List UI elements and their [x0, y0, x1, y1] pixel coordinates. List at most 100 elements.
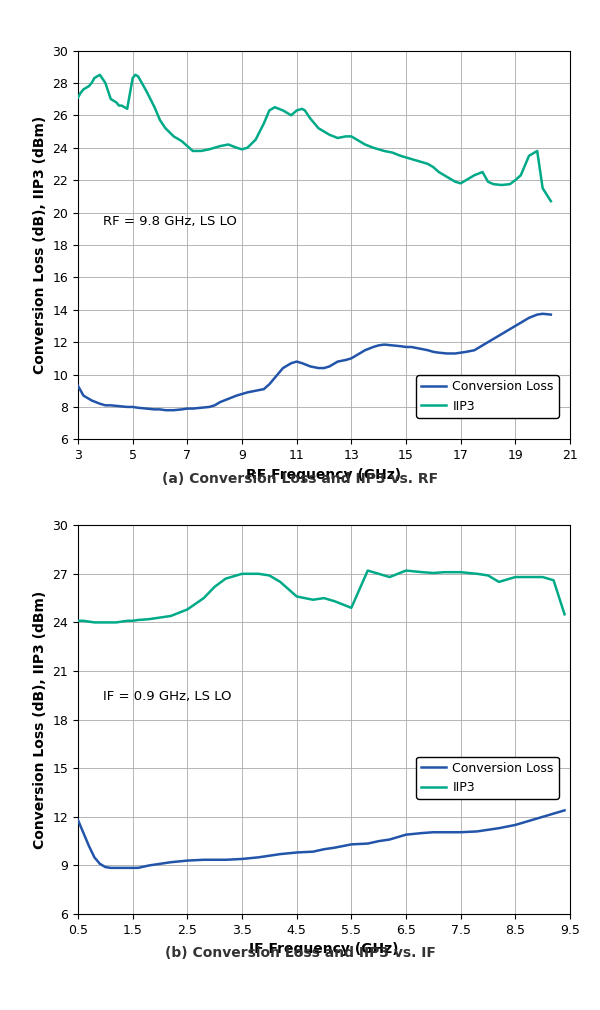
Conversion Loss: [403, 828, 410, 840]
Conversion Loss: [200, 853, 208, 866]
Conversion Loss: [293, 846, 300, 858]
IIP3: [375, 568, 382, 580]
Conversion Loss: [440, 826, 448, 838]
Conversion Loss: [484, 824, 491, 836]
Conversion Loss: [211, 853, 218, 866]
IIP3: [277, 576, 284, 588]
IIP3: [386, 571, 393, 583]
IIP3: [440, 567, 448, 579]
IIP3: [419, 567, 426, 579]
Conversion Loss: [113, 862, 120, 874]
Conversion Loss: [157, 857, 164, 870]
Conversion Loss: [134, 402, 142, 414]
Conversion Loss: [74, 380, 82, 392]
IIP3: [293, 591, 300, 603]
Conversion Loss: [528, 814, 535, 826]
Y-axis label: Conversion Loss (dB), IIP3 (dBm): Conversion Loss (dB), IIP3 (dBm): [33, 591, 47, 848]
IIP3: [403, 565, 410, 577]
Conversion Loss: [386, 833, 393, 845]
IIP3: [145, 613, 152, 625]
Conversion Loss: [222, 853, 229, 866]
IIP3: [408, 153, 415, 165]
IIP3: [430, 567, 437, 579]
Conversion Loss: [266, 849, 273, 862]
Conversion Loss: [91, 851, 98, 864]
X-axis label: IF Frequency (GHz): IF Frequency (GHz): [249, 942, 399, 956]
IIP3: [255, 568, 262, 580]
Legend: Conversion Loss, IIP3: Conversion Loss, IIP3: [416, 376, 559, 417]
IIP3: [331, 595, 338, 607]
IIP3: [157, 114, 164, 126]
Conversion Loss: [484, 336, 491, 348]
IIP3: [134, 614, 142, 626]
Text: IF = 0.9 GHz, LS LO: IF = 0.9 GHz, LS LO: [103, 690, 231, 703]
Conversion Loss: [96, 857, 103, 870]
Conversion Loss: [473, 825, 481, 837]
Line: Conversion Loss: Conversion Loss: [78, 810, 565, 868]
IIP3: [547, 195, 554, 207]
IIP3: [222, 573, 229, 585]
Conversion Loss: [102, 861, 109, 873]
Legend: Conversion Loss, IIP3: Conversion Loss, IIP3: [416, 756, 559, 799]
IIP3: [200, 592, 208, 604]
Line: IIP3: IIP3: [78, 75, 551, 201]
IIP3: [512, 571, 519, 583]
Conversion Loss: [225, 393, 232, 405]
Conversion Loss: [107, 862, 115, 874]
IIP3: [211, 581, 218, 593]
IIP3: [484, 570, 491, 582]
IIP3: [326, 128, 333, 140]
Conversion Loss: [238, 852, 245, 865]
IIP3: [170, 130, 177, 142]
IIP3: [184, 603, 191, 615]
IIP3: [310, 594, 317, 606]
Conversion Loss: [561, 804, 568, 816]
Line: IIP3: IIP3: [78, 571, 565, 622]
Conversion Loss: [280, 362, 287, 374]
Conversion Loss: [255, 851, 262, 864]
IIP3: [167, 610, 175, 622]
Conversion Loss: [85, 840, 92, 852]
Conversion Loss: [539, 308, 546, 320]
Conversion Loss: [547, 308, 554, 320]
IIP3: [157, 611, 164, 623]
IIP3: [539, 571, 546, 583]
Conversion Loss: [189, 403, 196, 415]
Conversion Loss: [342, 354, 349, 366]
Conversion Loss: [457, 826, 464, 838]
Text: (a) Conversion Loss and IIP3 vs. RF: (a) Conversion Loss and IIP3 vs. RF: [162, 472, 438, 486]
IIP3: [528, 571, 535, 583]
Conversion Loss: [74, 814, 82, 826]
IIP3: [320, 592, 328, 604]
IIP3: [91, 616, 98, 628]
IIP3: [124, 615, 131, 627]
Conversion Loss: [496, 822, 503, 834]
Line: Conversion Loss: Conversion Loss: [78, 314, 551, 410]
Conversion Loss: [145, 860, 152, 872]
IIP3: [348, 602, 355, 614]
Conversion Loss: [184, 854, 191, 867]
Conversion Loss: [364, 837, 371, 849]
Conversion Loss: [419, 827, 426, 839]
IIP3: [129, 615, 136, 627]
Text: (b) Conversion Loss and IIP3 vs. IF: (b) Conversion Loss and IIP3 vs. IF: [164, 946, 436, 961]
Conversion Loss: [331, 841, 338, 853]
Conversion Loss: [134, 862, 142, 874]
X-axis label: RF Frequency (GHz): RF Frequency (GHz): [247, 468, 401, 482]
Conversion Loss: [129, 862, 136, 874]
Conversion Loss: [430, 826, 437, 838]
Conversion Loss: [124, 862, 131, 874]
Conversion Loss: [348, 838, 355, 850]
Conversion Loss: [162, 404, 169, 416]
Conversion Loss: [80, 827, 87, 839]
Y-axis label: Conversion Loss (dB), IIP3 (dBm): Conversion Loss (dB), IIP3 (dBm): [33, 116, 47, 374]
IIP3: [244, 141, 251, 154]
Conversion Loss: [539, 811, 546, 823]
IIP3: [238, 568, 245, 580]
IIP3: [74, 92, 82, 104]
Conversion Loss: [512, 819, 519, 831]
Conversion Loss: [310, 845, 317, 857]
IIP3: [80, 615, 87, 627]
IIP3: [102, 616, 109, 628]
Conversion Loss: [167, 856, 175, 869]
